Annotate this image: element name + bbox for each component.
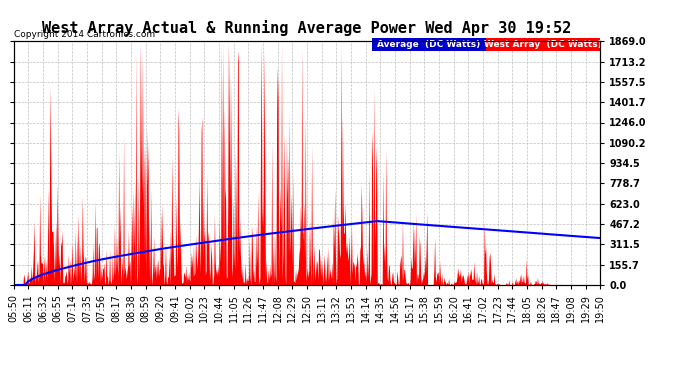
Title: West Array Actual & Running Average Power Wed Apr 30 19:52: West Array Actual & Running Average Powe…: [42, 20, 572, 36]
Text: Copyright 2014 Cartronics.com: Copyright 2014 Cartronics.com: [14, 30, 155, 39]
